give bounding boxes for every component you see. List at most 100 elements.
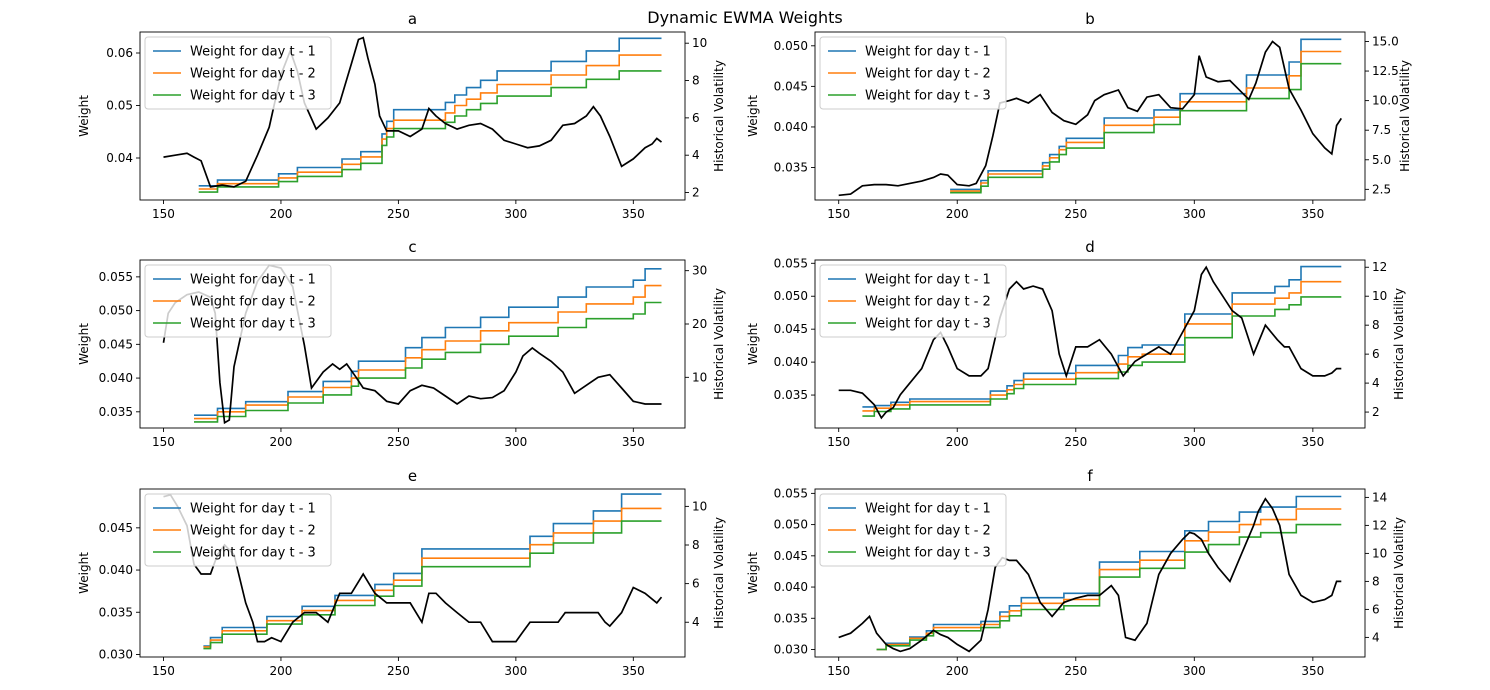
weight-series-line (198, 37, 662, 187)
weight-series-line (876, 523, 1342, 651)
x-tick-label: 350 (1301, 435, 1324, 449)
y-tick-label: 0.035 (774, 611, 808, 625)
x-tick-label: 300 (504, 664, 527, 678)
volatility-line (163, 36, 663, 188)
x-tick-label: 300 (1183, 435, 1206, 449)
y-axis-label: Weight (77, 323, 91, 365)
y-tick-label: 0.035 (99, 405, 133, 419)
legend: Weight for day t - 1 Weight for day t - 2… (144, 36, 332, 110)
legend-label: Weight for day t - 1 (190, 45, 316, 60)
y-tick-label: 0.030 (774, 643, 808, 657)
y2-tick-label: 6 (1372, 347, 1380, 361)
x-tick-label: 350 (1301, 664, 1324, 678)
x-tick-label: 250 (387, 207, 410, 221)
legend-label: Weight for day t - 3 (865, 546, 991, 561)
y2-tick-label: 10 (692, 370, 707, 384)
y2-tick-label: 10 (692, 499, 707, 513)
y2-tick-label: 30 (692, 264, 707, 278)
x-tick-label: 200 (269, 435, 292, 449)
subplot-d: 150 200 250 300 350 0.035 0.040 0.045 0.050 0.055… (746, 238, 1406, 449)
weight-series-line (950, 62, 1342, 194)
legend-label: Weight for day t - 3 (190, 546, 316, 561)
y2-tick-label: 12 (1372, 260, 1387, 274)
legend-box (819, 264, 1007, 338)
legend-box (144, 493, 332, 567)
y-tick-label: 0.055 (99, 270, 133, 284)
weight-series-line (862, 280, 1342, 412)
x-tick-label: 300 (1183, 207, 1206, 221)
weight-series-line (950, 38, 1342, 191)
axes-frame (139, 31, 686, 201)
legend: Weight for day t - 1 Weight for day t - 2… (819, 493, 1007, 567)
x-tick-label: 350 (622, 664, 645, 678)
y-tick-label: 0.055 (774, 256, 808, 270)
subplot-c: 150 200 250 300 350 0.035 0.040 0.045 0.050 0.055… (77, 238, 726, 449)
legend-label: Weight for day t - 3 (865, 317, 991, 332)
subplot-b: 150 200 250 300 350 0.035 0.040 0.045 0.050 2.5 5.… (746, 10, 1412, 221)
y2-tick-label: 6 (1372, 602, 1380, 616)
legend-label: Weight for day t - 2 (865, 295, 991, 310)
weight-series-line (203, 507, 662, 648)
y2-tick-label: 4 (1372, 376, 1380, 390)
volatility-line (838, 497, 1342, 653)
legend-label: Weight for day t - 1 (865, 45, 991, 60)
y-tick-label: 0.045 (774, 79, 808, 93)
x-tick-label: 250 (387, 664, 410, 678)
y2-tick-label: 8 (692, 74, 700, 88)
y2-tick-label: 12.5 (1372, 64, 1399, 78)
y2-axis-label: Historical Volatility (1398, 60, 1412, 172)
y-tick-label: 0.030 (99, 647, 133, 661)
y-tick-label: 0.045 (774, 322, 808, 336)
volatility-line (838, 265, 1342, 420)
legend-label: Weight for day t - 2 (865, 524, 991, 539)
x-tick-label: 200 (269, 207, 292, 221)
weight-series-line (862, 265, 1342, 408)
y-tick-label: 0.035 (774, 388, 808, 402)
y2-axis-label: Historical Volatility (712, 517, 726, 629)
y-tick-label: 0.040 (99, 563, 133, 577)
x-tick-label: 200 (269, 664, 292, 678)
weight-series-line (950, 50, 1342, 192)
y2-tick-label: 4 (692, 615, 700, 629)
legend-box (819, 36, 1007, 110)
subplot-f: 150 200 250 300 350 0.030 0.035 0.040 0.045 0.050… (746, 467, 1406, 678)
legend-box (144, 36, 332, 110)
y2-tick-label: 4 (1372, 630, 1380, 644)
y-tick-label: 0.05 (106, 99, 133, 113)
y2-tick-label: 10 (1372, 289, 1387, 303)
x-tick-label: 150 (827, 435, 850, 449)
legend-label: Weight for day t - 1 (865, 273, 991, 288)
legend-box (144, 264, 332, 338)
y2-tick-label: 8 (1372, 318, 1380, 332)
y2-tick-label: 10 (692, 36, 707, 50)
y2-tick-label: 7.5 (1372, 123, 1391, 137)
legend: Weight for day t - 1 Weight for day t - 2… (144, 264, 332, 338)
legend: Weight for day t - 1 Weight for day t - 2… (819, 36, 1007, 110)
y2-tick-label: 12 (1372, 518, 1387, 532)
y-tick-label: 0.045 (774, 549, 808, 563)
weight-series-line (194, 301, 662, 423)
axes-frame (814, 488, 1366, 658)
legend: Weight for day t - 1 Weight for day t - 2… (144, 493, 332, 567)
legend-label: Weight for day t - 2 (190, 67, 316, 82)
legend: Weight for day t - 1 Weight for day t - 2… (819, 264, 1007, 338)
weight-series-line (198, 70, 662, 193)
legend-label: Weight for day t - 3 (865, 89, 991, 104)
plot-area (838, 495, 1342, 653)
weight-series-line (203, 493, 662, 647)
subplot-title: a (408, 10, 417, 28)
weight-series-line (203, 520, 662, 650)
y-tick-label: 0.045 (99, 521, 133, 535)
y2-tick-label: 8 (692, 538, 700, 552)
y-tick-label: 0.050 (774, 39, 808, 53)
legend-label: Weight for day t - 2 (865, 67, 991, 82)
x-tick-label: 200 (946, 664, 969, 678)
y2-tick-label: 10 (1372, 546, 1387, 560)
legend-label: Weight for day t - 2 (190, 524, 316, 539)
y-tick-label: 0.055 (774, 486, 808, 500)
subplot-title: d (1085, 238, 1095, 256)
x-tick-label: 300 (1183, 664, 1206, 678)
y2-tick-label: 2 (692, 186, 700, 200)
x-tick-label: 350 (1301, 207, 1324, 221)
legend-label: Weight for day t - 3 (190, 317, 316, 332)
